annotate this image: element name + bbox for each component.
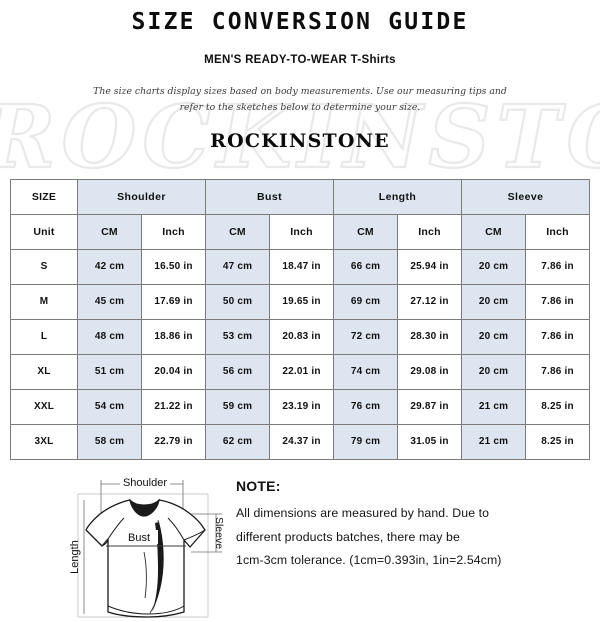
table-row: XXL 54 cm 21.22 in 59 cm 23.19 in 76 cm … <box>10 388 590 425</box>
cell-bust-inch: 19.65 in <box>269 283 334 320</box>
cell-bust-inch: 23.19 in <box>269 388 334 425</box>
cell-bust-inch: 18.47 in <box>269 248 334 285</box>
cell-size: M <box>10 283 78 320</box>
bust-label: Bust <box>128 532 150 544</box>
cell-length-cm: 76 cm <box>333 388 398 425</box>
note-heading: NOTE: <box>236 477 281 494</box>
cell-bust-cm: 62 cm <box>205 423 270 460</box>
header-sleeve-cm: CM <box>461 213 526 250</box>
tshirt-measurement-diagram: Shoulder Length <box>69 474 225 618</box>
cell-size: XXL <box>10 388 78 425</box>
table-row: XL 51 cm 20.04 in 56 cm 22.01 in 74 cm 2… <box>10 353 590 390</box>
cell-length-inch: 29.87 in <box>397 388 462 425</box>
cell-length-inch: 31.05 in <box>397 423 462 460</box>
cell-length-cm: 74 cm <box>333 353 398 390</box>
cell-shoulder-inch: 16.50 in <box>141 248 206 285</box>
cell-sleeve-cm: 20 cm <box>461 283 526 320</box>
cell-shoulder-cm: 58 cm <box>77 423 142 460</box>
note-block: NOTE: All dimensions are measured by han… <box>236 478 588 574</box>
cell-sleeve-inch: 7.86 in <box>525 353 590 390</box>
header-bust-inch: Inch <box>269 213 334 250</box>
cell-size: 3XL <box>10 423 78 460</box>
page-title: SIZE CONVERSION GUIDE <box>131 9 469 35</box>
cell-sleeve-inch: 7.86 in <box>525 283 590 320</box>
cell-length-cm: 72 cm <box>333 318 398 355</box>
cell-bust-cm: 53 cm <box>205 318 270 355</box>
cell-length-cm: 66 cm <box>333 248 398 285</box>
cell-size: L <box>10 318 78 355</box>
header-group-sleeve: Sleeve <box>461 178 590 215</box>
cell-sleeve-cm: 21 cm <box>461 423 526 460</box>
header-bust-cm: CM <box>205 213 270 250</box>
sleeve-label: Sleeve <box>213 516 225 548</box>
cell-sleeve-cm: 21 cm <box>461 388 526 425</box>
cell-shoulder-cm: 54 cm <box>77 388 142 425</box>
header-unit: Unit <box>10 213 78 250</box>
cell-shoulder-cm: 51 cm <box>77 353 142 390</box>
cell-bust-inch: 24.37 in <box>269 423 334 460</box>
header-shoulder-cm: CM <box>77 213 142 250</box>
note-line-2: different products batches, there may be <box>236 529 460 544</box>
header-group-bust: Bust <box>205 178 334 215</box>
cell-sleeve-cm: 20 cm <box>461 353 526 390</box>
header-length-cm: CM <box>333 213 398 250</box>
table-row: 3XL 58 cm 22.79 in 62 cm 24.37 in 79 cm … <box>10 423 590 460</box>
cell-shoulder-cm: 42 cm <box>77 248 142 285</box>
size-conversion-table: SIZE Shoulder Bust Length Sleeve Unit CM… <box>10 178 590 460</box>
cell-shoulder-inch: 22.79 in <box>141 423 206 460</box>
cell-bust-cm: 56 cm <box>205 353 270 390</box>
page-subtitle: MEN'S READY-TO-WEAR T-Shirts <box>204 54 396 66</box>
sleeve-dimension-line <box>191 513 222 552</box>
cell-sleeve-cm: 20 cm <box>461 248 526 285</box>
cell-sleeve-cm: 20 cm <box>461 318 526 355</box>
table-head: SIZE Shoulder Bust Length Sleeve Unit CM… <box>10 178 590 250</box>
cell-shoulder-cm: 48 cm <box>77 318 142 355</box>
cell-length-inch: 29.08 in <box>397 353 462 390</box>
cell-shoulder-inch: 17.69 in <box>141 283 206 320</box>
note-line-1: All dimensions are measured by hand. Due… <box>236 505 490 520</box>
note-line-3: 1cm-3cm tolerance. (1cm=0.393in, 1in=2.5… <box>236 553 502 568</box>
table-body: S 42 cm 16.50 in 47 cm 18.47 in 66 cm 25… <box>10 248 590 460</box>
brand-name: ROCKINSTONE <box>210 129 390 152</box>
size-guide-page: SIZE CONVERSION GUIDE MEN'S READY-TO-WEA… <box>0 9 600 622</box>
cell-shoulder-inch: 18.86 in <box>141 318 206 355</box>
header-group-length: Length <box>333 178 462 215</box>
cell-bust-cm: 47 cm <box>205 248 270 285</box>
cell-length-cm: 69 cm <box>333 283 398 320</box>
header-length-inch: Inch <box>397 213 462 250</box>
cell-length-cm: 79 cm <box>333 423 398 460</box>
table-row: S 42 cm 16.50 in 47 cm 18.47 in 66 cm 25… <box>10 248 590 285</box>
table-unit-header-row: Unit CM Inch CM Inch CM Inch CM Inch <box>10 213 590 250</box>
cell-size: XL <box>10 353 78 390</box>
shoulder-label: Shoulder <box>123 477 167 489</box>
cell-bust-cm: 59 cm <box>205 388 270 425</box>
cell-sleeve-inch: 8.25 in <box>525 423 590 460</box>
cell-length-inch: 25.94 in <box>397 248 462 285</box>
header-sleeve-inch: Inch <box>525 213 590 250</box>
cell-sleeve-inch: 8.25 in <box>525 388 590 425</box>
cell-bust-cm: 50 cm <box>205 283 270 320</box>
bottom-section: Shoulder Length <box>0 470 600 622</box>
table-row: M 45 cm 17.69 in 50 cm 19.65 in 69 cm 27… <box>10 283 590 320</box>
header-size: SIZE <box>10 178 78 215</box>
length-label: Length <box>69 540 81 574</box>
header-group-shoulder: Shoulder <box>77 178 206 215</box>
page-description: The size charts display sizes based on b… <box>93 86 507 114</box>
cell-length-inch: 27.12 in <box>397 283 462 320</box>
header-shoulder-inch: Inch <box>141 213 206 250</box>
cell-bust-inch: 20.83 in <box>269 318 334 355</box>
cell-bust-inch: 22.01 in <box>269 353 334 390</box>
cell-length-inch: 28.30 in <box>397 318 462 355</box>
table-group-header-row: SIZE Shoulder Bust Length Sleeve <box>10 178 590 215</box>
cell-sleeve-inch: 7.86 in <box>525 318 590 355</box>
cell-shoulder-inch: 20.04 in <box>141 353 206 390</box>
cell-shoulder-inch: 21.22 in <box>141 388 206 425</box>
cell-shoulder-cm: 45 cm <box>77 283 142 320</box>
table-row: L 48 cm 18.86 in 53 cm 20.83 in 72 cm 28… <box>10 318 590 355</box>
cell-sleeve-inch: 7.86 in <box>525 248 590 285</box>
cell-size: S <box>10 248 78 285</box>
size-chart-container: SIZE Shoulder Bust Length Sleeve Unit CM… <box>10 178 590 460</box>
